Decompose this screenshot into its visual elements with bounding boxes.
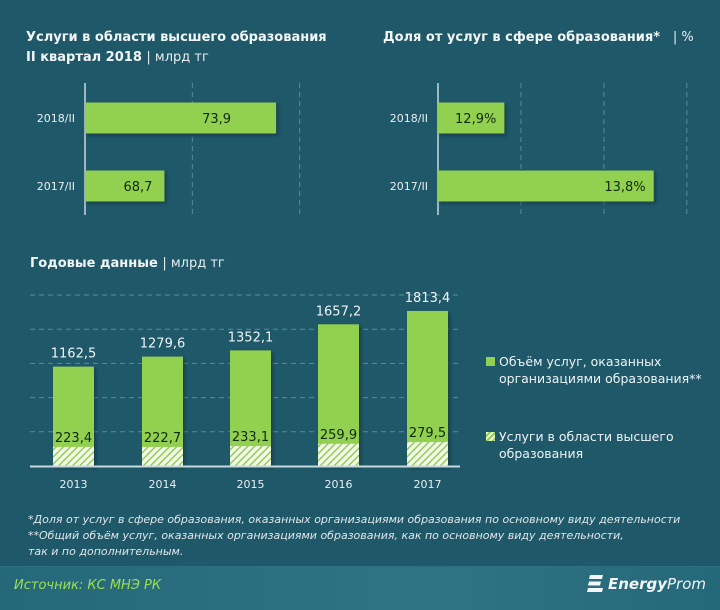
logo-energy: Energy: [607, 575, 667, 593]
footnote-3: так и по дополнительным.: [28, 545, 184, 558]
chart1-unit-sep: |: [146, 50, 155, 65]
legend-item-total: Объём услуг, оказанных организациями обр…: [486, 353, 702, 387]
chart-share-quarter: 2018/II 12,9% 2017/II 13,8%: [390, 83, 688, 215]
category-label: 2018/II: [37, 112, 75, 125]
x-tick-label: 2017: [414, 478, 442, 491]
legend-item-higher-ed: Услуги в области высшего образования: [486, 428, 674, 462]
data-label: 73,9: [202, 112, 231, 127]
energyprom-logo-icon: [586, 575, 603, 592]
data-label-total: 1162,5: [51, 347, 97, 362]
x-tick-label: 2016: [325, 478, 353, 491]
bar-total: [318, 324, 359, 466]
data-label: 68,7: [123, 180, 152, 195]
bar-higher-ed: [142, 446, 183, 466]
legend-item-total-line2: организациями образования**: [499, 371, 702, 386]
chart-annual: 1162,5 223,4 2013 1279,6 222,7 2014 1352,1 233,…: [30, 291, 460, 491]
charts-canvas: 2018/II 73,9 2017/II 68,7 2018/II 12,9% 2017/…: [30, 83, 688, 491]
bar: [85, 170, 165, 202]
chart3-title-text: Годовые данные: [30, 256, 158, 271]
footnote-2: **Общий объём услуг, оказанных организац…: [28, 529, 624, 542]
data-label-higher-ed: 279,5: [409, 426, 446, 441]
bar: [438, 102, 505, 134]
bar: [85, 102, 277, 134]
chart-higher-ed-quarter: 2018/II 73,9 2017/II 68,7: [37, 83, 301, 215]
bar-higher-ed: [53, 446, 94, 466]
data-label-total: 1657,2: [316, 304, 362, 319]
data-label-total: 1279,6: [140, 337, 186, 352]
category-label: 2017/II: [390, 180, 428, 193]
logo-prom: Prom: [666, 575, 706, 593]
chart2-title: Доля от услуг в сфере образования* | %: [383, 30, 694, 45]
chart1-title-text: Услуги в области высшего образования: [26, 30, 327, 45]
category-label: 2017/II: [37, 180, 75, 193]
chart1-subtitle: II квартал 2018 | млрд тг: [26, 50, 209, 65]
data-label-total: 1352,1: [228, 330, 274, 345]
data-label: 13,8%: [604, 180, 645, 195]
x-tick-label: 2015: [237, 478, 265, 491]
data-label-higher-ed: 222,7: [144, 431, 181, 446]
legend-2: Услуги в области высшего образования: [486, 428, 674, 462]
chart3-unit-sep: |: [162, 256, 171, 271]
chart1-subtitle-text: II квартал 2018: [26, 50, 142, 65]
chart1-title: Услуги в области высшего образования: [26, 30, 327, 45]
chart3-title: Годовые данные | млрд тг: [30, 256, 225, 271]
bar: [438, 170, 654, 202]
data-label-total: 1813,4: [405, 291, 451, 306]
data-label: 12,9%: [455, 112, 496, 127]
energyprom-logo: Energy Prom: [586, 574, 706, 594]
chart2-title-text: Доля от услуг в сфере образования*: [383, 30, 661, 45]
data-label-higher-ed: 223,4: [55, 431, 92, 446]
bar-higher-ed: [407, 442, 448, 466]
data-label-higher-ed: 259,9: [320, 428, 357, 443]
legend-item-higher-ed-line1: Услуги в области высшего: [499, 429, 674, 444]
bar-higher-ed: [230, 446, 271, 466]
chart3-unit: млрд тг: [170, 256, 225, 271]
chart1-unit: млрд тг: [154, 50, 209, 65]
bar-total: [407, 310, 448, 466]
legend-item-higher-ed-line2: образования: [499, 446, 584, 461]
legend: Объём услуг, оказанных организациями обр…: [486, 353, 702, 387]
x-tick-label: 2013: [60, 478, 88, 491]
footnotes: *Доля от услуг в сфере образования, оказ…: [28, 512, 680, 560]
footnote-1: *Доля от услуг в сфере образования, оказ…: [28, 513, 681, 526]
data-label-higher-ed: 233,1: [232, 430, 269, 445]
x-tick-label: 2014: [149, 478, 177, 491]
legend-swatch-solid: [486, 357, 495, 366]
bar-higher-ed: [318, 443, 359, 466]
category-label: 2018/II: [390, 112, 428, 125]
legend-item-total-line1: Объём услуг, оказанных: [499, 354, 662, 369]
legend-swatch-hatched: [486, 432, 495, 441]
chart2-unit-sep: |: [664, 30, 682, 45]
chart2-unit: %: [681, 30, 694, 45]
source-text: Источник: КС МНЭ РК: [14, 578, 162, 593]
